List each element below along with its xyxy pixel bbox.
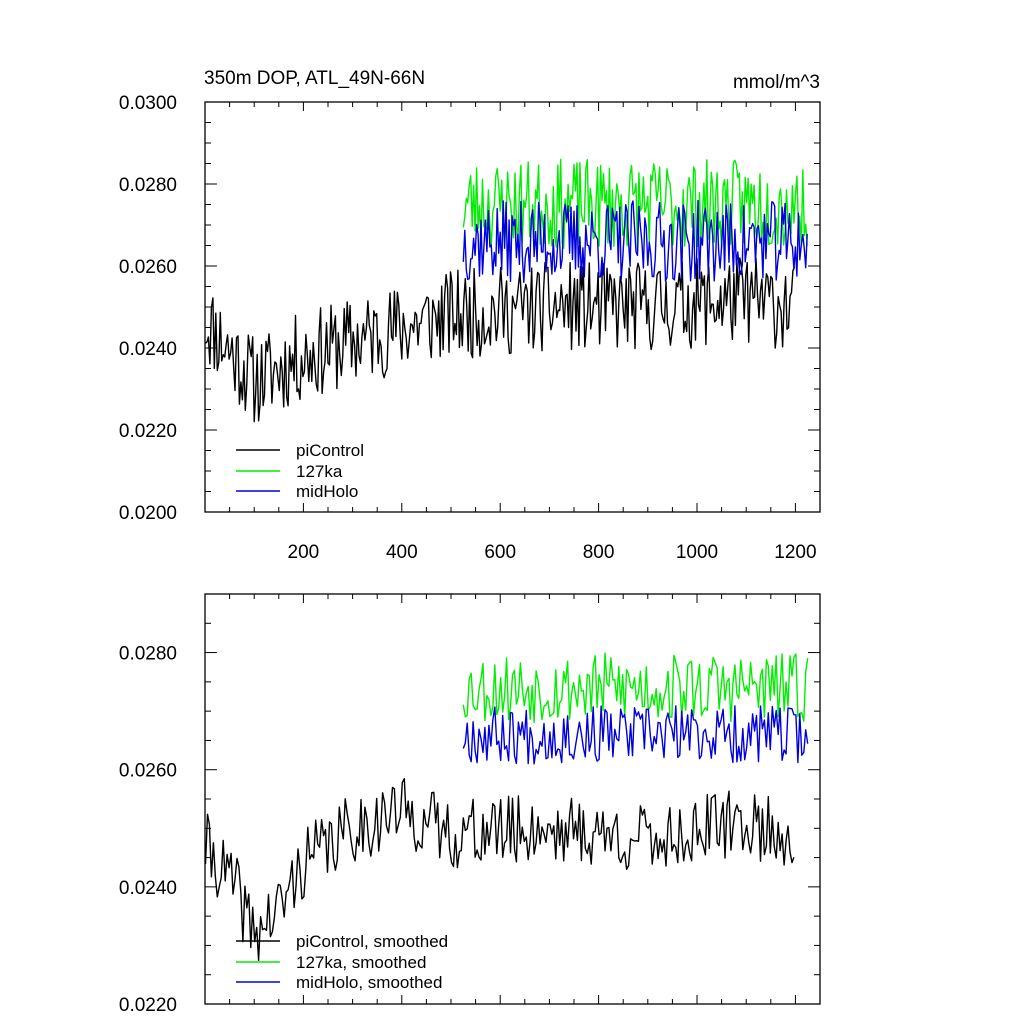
legend-label-midholo-smoothed: midHolo, smoothed: [296, 973, 442, 992]
x-tick-label: 800: [583, 542, 615, 563]
legend-label-midholo: midHolo: [296, 482, 358, 501]
y-tick-label: 0.0240: [119, 339, 177, 360]
chart-title: 350m DOP, ATL_49N-66N: [204, 68, 425, 89]
x-tick-label: 600: [484, 542, 516, 563]
x-tick-label: 400: [386, 542, 418, 563]
y-tick-label: 0.0220: [119, 995, 177, 1016]
legend-label-picontrol: piControl: [296, 441, 364, 460]
x-tick-label: 200: [288, 542, 320, 563]
series-line-midholo-smoothed: [462, 705, 809, 765]
y-tick-label: 0.0200: [119, 503, 177, 524]
series-line-picontrol: [205, 257, 796, 423]
x-tick-label: 1000: [676, 542, 718, 563]
y-tick-label: 0.0280: [119, 175, 177, 196]
ticks-layer: 0.0220 0.0240 0.0260 0.0280: [119, 593, 820, 1016]
legend-label-127ka-smoothed: 127ka, smoothed: [296, 953, 426, 972]
series-line-picontrol-smoothed: [204, 778, 795, 961]
x-tick-label: 1200: [774, 542, 816, 563]
ticks-layer: 200 400 600 800 1000 1200 0.0200 0.0220 0.0240 0.…: [119, 93, 820, 563]
y-tick-label: 0.0220: [119, 421, 177, 442]
series-line-127ka-smoothed: [462, 652, 809, 723]
y-tick-label: 0.0260: [119, 257, 177, 278]
series-layer: [204, 652, 809, 961]
legend: piControl 127ka midHolo: [236, 441, 364, 501]
y-tick-label: 0.0280: [119, 644, 177, 665]
series-line-midholo: [462, 199, 808, 283]
top-panel: 350m DOP, ATL_49N-66N mmol/m^3 200 400 600…: [119, 68, 821, 563]
y-tick-label: 0.0260: [119, 761, 177, 782]
series-layer: [205, 158, 808, 423]
bottom-panel: 0.0220 0.0240 0.0260 0.0280 piControl, smoo…: [119, 593, 821, 1016]
legend: piControl, smoothed 127ka, smoothed midH…: [236, 932, 448, 992]
units-label: mmol/m^3: [733, 72, 820, 93]
legend-label-picontrol-smoothed: piControl, smoothed: [296, 932, 448, 951]
legend-label-127ka: 127ka: [296, 462, 343, 481]
y-tick-label: 0.0240: [119, 878, 177, 899]
y-tick-label: 0.0300: [119, 93, 177, 114]
series-line-127ka: [462, 158, 808, 251]
